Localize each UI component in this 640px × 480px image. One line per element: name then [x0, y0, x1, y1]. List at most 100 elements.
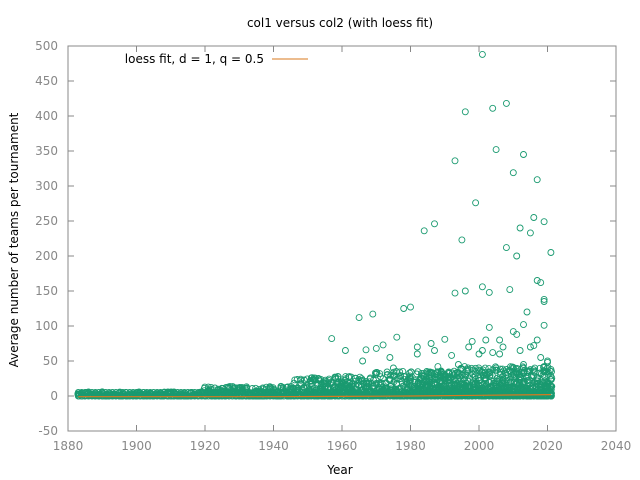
loess-fit-line [78, 394, 551, 398]
scatter-point [540, 218, 548, 226]
scatter-point [431, 347, 438, 354]
scatter-point [544, 357, 551, 365]
scatter-point [413, 350, 421, 358]
cloud-point [241, 384, 249, 392]
scatter-point [472, 199, 480, 207]
y-tick-label: 500 [35, 39, 58, 53]
scatter-point [537, 279, 545, 287]
cloud-point [334, 372, 342, 380]
y-tick-label: -50 [38, 424, 58, 438]
scatter-point [355, 314, 363, 322]
y-tick-label: 250 [35, 214, 58, 228]
scatter-point [530, 342, 538, 350]
cloud-point [547, 365, 555, 373]
cloud-point [530, 366, 537, 374]
scatter-point [506, 286, 514, 294]
scatter-point [496, 350, 504, 358]
axes: 1880 1900 1920 1940 1960 1980 2000 2020 2040 -50 0… [35, 39, 631, 453]
scatter-point [509, 169, 517, 177]
scatter-point [526, 229, 534, 237]
scatter-point [478, 283, 486, 291]
chart-title: col1 versus col2 (with loess fit) [247, 16, 433, 30]
cloud-point [471, 373, 479, 381]
y-tick-label: 100 [35, 319, 58, 333]
cloud-point [485, 365, 493, 373]
cloud-point [547, 372, 555, 380]
scatter-point [448, 351, 456, 359]
scatter-point [434, 363, 442, 371]
legend: loess fit, d = 1, q = 0.5 [125, 52, 308, 66]
cloud-point [396, 368, 404, 376]
x-tick-label: 1880 [53, 439, 84, 453]
cloud-point [224, 383, 232, 391]
y-tick-label: 400 [35, 109, 58, 123]
scatter-point [516, 224, 524, 232]
scatter-point [441, 335, 449, 343]
scatter-point [523, 308, 531, 316]
scatter-point [407, 303, 414, 311]
scatter-point [482, 336, 490, 344]
cloud-point [433, 384, 441, 392]
cloud-point [547, 389, 555, 396]
cloud-point [546, 367, 554, 375]
y-axis-label: Average number of teams per tournament [7, 112, 21, 367]
x-tick-label: 1980 [395, 439, 426, 453]
scatter-point [547, 249, 555, 256]
cloud-point [222, 392, 229, 400]
x-tick-label: 2040 [601, 439, 632, 453]
scatter-point [533, 176, 541, 184]
cloud-point [525, 367, 533, 375]
scatter-point [359, 357, 367, 365]
x-axis-label: Year [326, 463, 352, 477]
scatter-point [372, 344, 380, 352]
scatter-point [520, 361, 527, 368]
cloud-point [376, 370, 384, 378]
scatter-point [461, 108, 469, 116]
cloud-point [293, 376, 301, 383]
scatter-point [393, 333, 401, 341]
scatter-point [520, 151, 527, 158]
cloud-point [496, 365, 504, 373]
scatter-point [502, 99, 510, 107]
cloud-point [444, 374, 452, 382]
scatter-point [478, 347, 486, 354]
scatter-point [400, 305, 408, 312]
scatter-point [489, 349, 497, 357]
scatter-point [513, 330, 521, 338]
scatter-point [431, 220, 438, 228]
scatter-point [540, 295, 548, 303]
cloud-point [397, 375, 405, 382]
scatter-point [369, 310, 377, 318]
loess-fit-line-group [78, 394, 551, 398]
scatter-point [465, 343, 473, 351]
scatter-point [502, 244, 510, 252]
scatter-points [328, 50, 555, 372]
x-tick-label: 2020 [532, 439, 563, 453]
x-tick-label: 1960 [327, 439, 358, 453]
cloud-point [464, 365, 472, 373]
scatter-point [328, 335, 336, 343]
x-tick-label: 1920 [190, 439, 221, 453]
scatter-point [530, 214, 538, 221]
scatter-point [540, 363, 548, 371]
scatter-point [485, 323, 493, 331]
scatter-point [413, 343, 421, 351]
x-tick-label: 2000 [464, 439, 495, 453]
scatter-point [492, 146, 500, 154]
scatter-point [389, 364, 397, 372]
cloud-point [547, 382, 555, 390]
scatter-point [451, 289, 459, 297]
scatter-point [537, 354, 545, 361]
scatter-point [492, 364, 500, 372]
scatter-point [386, 354, 394, 361]
scatter-point [540, 321, 548, 329]
cloud-point [297, 375, 305, 383]
scatter-point [478, 50, 486, 58]
scatter-point [420, 227, 428, 235]
scatter-point [475, 350, 483, 358]
scatter-point [379, 341, 387, 349]
y-tick-label: 300 [35, 179, 58, 193]
y-tick-label: 200 [35, 249, 58, 263]
cloud-point [414, 368, 422, 376]
